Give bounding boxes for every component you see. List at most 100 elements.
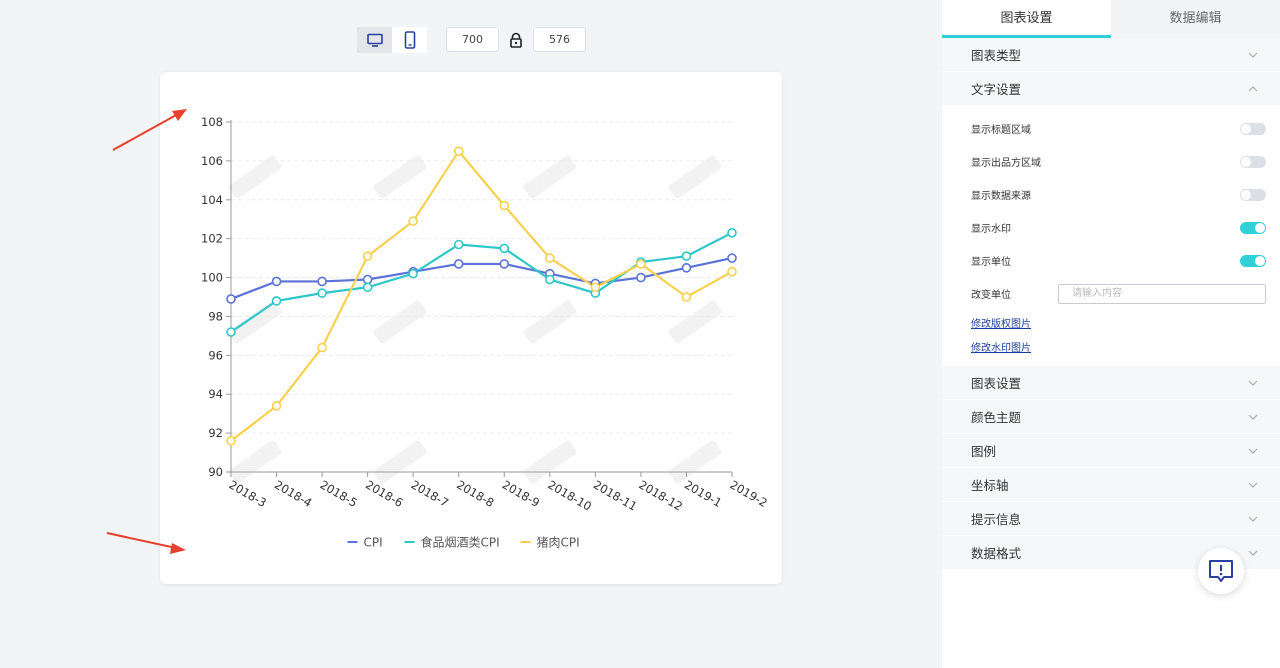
tab-data-edit[interactable]: 数据编辑: [1111, 0, 1280, 38]
data-point: [727, 253, 737, 263]
legend-label: 食品烟酒类CPI: [421, 535, 500, 550]
data-point: [636, 272, 646, 283]
setting-row-show-source: 显示数据来源: [942, 178, 1280, 211]
mobile-view-button[interactable]: [392, 27, 427, 53]
chevron-down-icon: [1248, 516, 1258, 522]
data-point: [727, 228, 737, 238]
section-label: 图表设置: [971, 376, 1022, 391]
setting-row-change-unit: 改变单位: [942, 277, 1280, 310]
x-tick-label: 2018-8: [454, 477, 496, 509]
x-tick-label: 2019-1: [682, 477, 724, 509]
data-point: [408, 268, 418, 279]
tab-chart-settings[interactable]: 图表设置: [942, 0, 1111, 38]
y-tick-label: 100: [201, 271, 223, 285]
watermark-mark: [523, 155, 577, 199]
section-label: 图表类型: [971, 48, 1022, 63]
x-tick-label: 2019-2: [728, 477, 770, 509]
chevron-down-icon: [1248, 482, 1258, 488]
setting-label: 显示数据来源: [971, 191, 1031, 202]
setting-row-show-title: 显示标题区域: [942, 112, 1280, 145]
data-point: [545, 253, 555, 263]
show-producer-toggle[interactable]: [1240, 155, 1266, 168]
data-point: [499, 259, 510, 269]
unit-input[interactable]: [1058, 283, 1266, 304]
data-point: [362, 274, 373, 285]
setting-row-show-watermark: 显示水印: [942, 211, 1280, 244]
watermark-mark: [228, 155, 282, 199]
x-tick-label: 2018-10: [545, 477, 594, 513]
section-chart-settings[interactable]: 图表设置: [942, 366, 1280, 400]
setting-label: 显示水印: [971, 224, 1011, 235]
y-tick-label: 96: [208, 348, 223, 362]
section-label: 图例: [971, 444, 997, 459]
y-tick-label: 94: [208, 387, 223, 401]
x-tick-label: 2018-11: [591, 477, 640, 513]
watermark-mark: [523, 440, 577, 484]
y-tick-label: 106: [201, 154, 223, 168]
section-axis[interactable]: 坐标轴: [942, 468, 1280, 502]
panel-tabs: 图表设置 数据编辑: [942, 0, 1280, 38]
data-point: [271, 276, 282, 287]
edit-copyright-image-link[interactable]: 修改版权图片: [971, 318, 1031, 330]
watermark-mark: [373, 155, 427, 199]
chevron-down-icon: [1248, 414, 1258, 420]
setting-row-show-producer: 显示出品方区域: [942, 145, 1280, 178]
setting-label: 显示标题区域: [971, 125, 1031, 136]
desktop-icon: [366, 33, 383, 47]
lock-icon[interactable]: [508, 32, 524, 48]
data-point: [453, 259, 464, 269]
text-settings-body: 显示标题区域 显示出品方区域 显示数据来源 显示水印 显示单位 改变单位 修改版…: [942, 106, 1280, 366]
y-tick-label: 92: [208, 426, 223, 440]
setting-label: 显示单位: [971, 257, 1011, 268]
y-tick-label: 104: [201, 193, 223, 207]
data-point: [408, 216, 418, 226]
section-legend[interactable]: 图例: [942, 434, 1280, 468]
feedback-button[interactable]: [1198, 548, 1244, 594]
data-point: [226, 327, 236, 337]
link-row: 修改版权图片: [942, 310, 1280, 334]
section-color-theme[interactable]: 颜色主题: [942, 400, 1280, 434]
height-input[interactable]: 576: [533, 27, 586, 52]
section-label: 文字设置: [971, 82, 1022, 97]
data-point: [317, 288, 327, 298]
series-line: [230, 149, 733, 442]
desktop-view-button[interactable]: [357, 27, 392, 53]
show-title-toggle[interactable]: [1240, 122, 1266, 135]
watermark-mark: [373, 440, 427, 484]
y-tick-label: 90: [208, 465, 223, 479]
data-point: [727, 266, 737, 277]
section-chart-type[interactable]: 图表类型: [942, 38, 1280, 72]
y-tick-label: 98: [208, 309, 223, 323]
data-point: [590, 282, 601, 293]
legend-label: 猪肉CPI: [537, 536, 580, 550]
section-label: 数据格式: [971, 546, 1022, 561]
watermark-mark: [668, 155, 722, 199]
chevron-down-icon: [1248, 380, 1258, 386]
show-source-toggle[interactable]: [1240, 188, 1266, 201]
section-text-settings[interactable]: 文字设置: [942, 72, 1280, 106]
link-row: 修改水印图片: [942, 334, 1280, 358]
series-line: [230, 231, 733, 333]
setting-label: 显示出品方区域: [971, 158, 1041, 169]
section-label: 颜色主题: [971, 410, 1022, 425]
show-unit-toggle[interactable]: [1240, 254, 1266, 267]
series-line: [230, 257, 733, 300]
width-input[interactable]: 700: [446, 27, 499, 52]
show-watermark-toggle[interactable]: [1240, 221, 1266, 234]
y-tick-label: 108: [201, 115, 223, 129]
section-tooltip[interactable]: 提示信息: [942, 502, 1280, 536]
annotation-arrows: [106, 109, 187, 554]
x-tick-label: 2018-7: [409, 477, 451, 509]
x-tick-label: 2018-5: [318, 477, 360, 509]
edit-watermark-image-link[interactable]: 修改水印图片: [971, 342, 1031, 354]
data-point: [636, 259, 646, 269]
data-point: [681, 292, 692, 302]
data-point: [226, 436, 236, 446]
feedback-icon: [1209, 560, 1233, 582]
data-point: [271, 401, 282, 411]
data-point: [681, 251, 692, 261]
chevron-up-icon: [1248, 85, 1258, 91]
watermark-mark: [668, 440, 722, 484]
mobile-icon: [404, 31, 415, 49]
